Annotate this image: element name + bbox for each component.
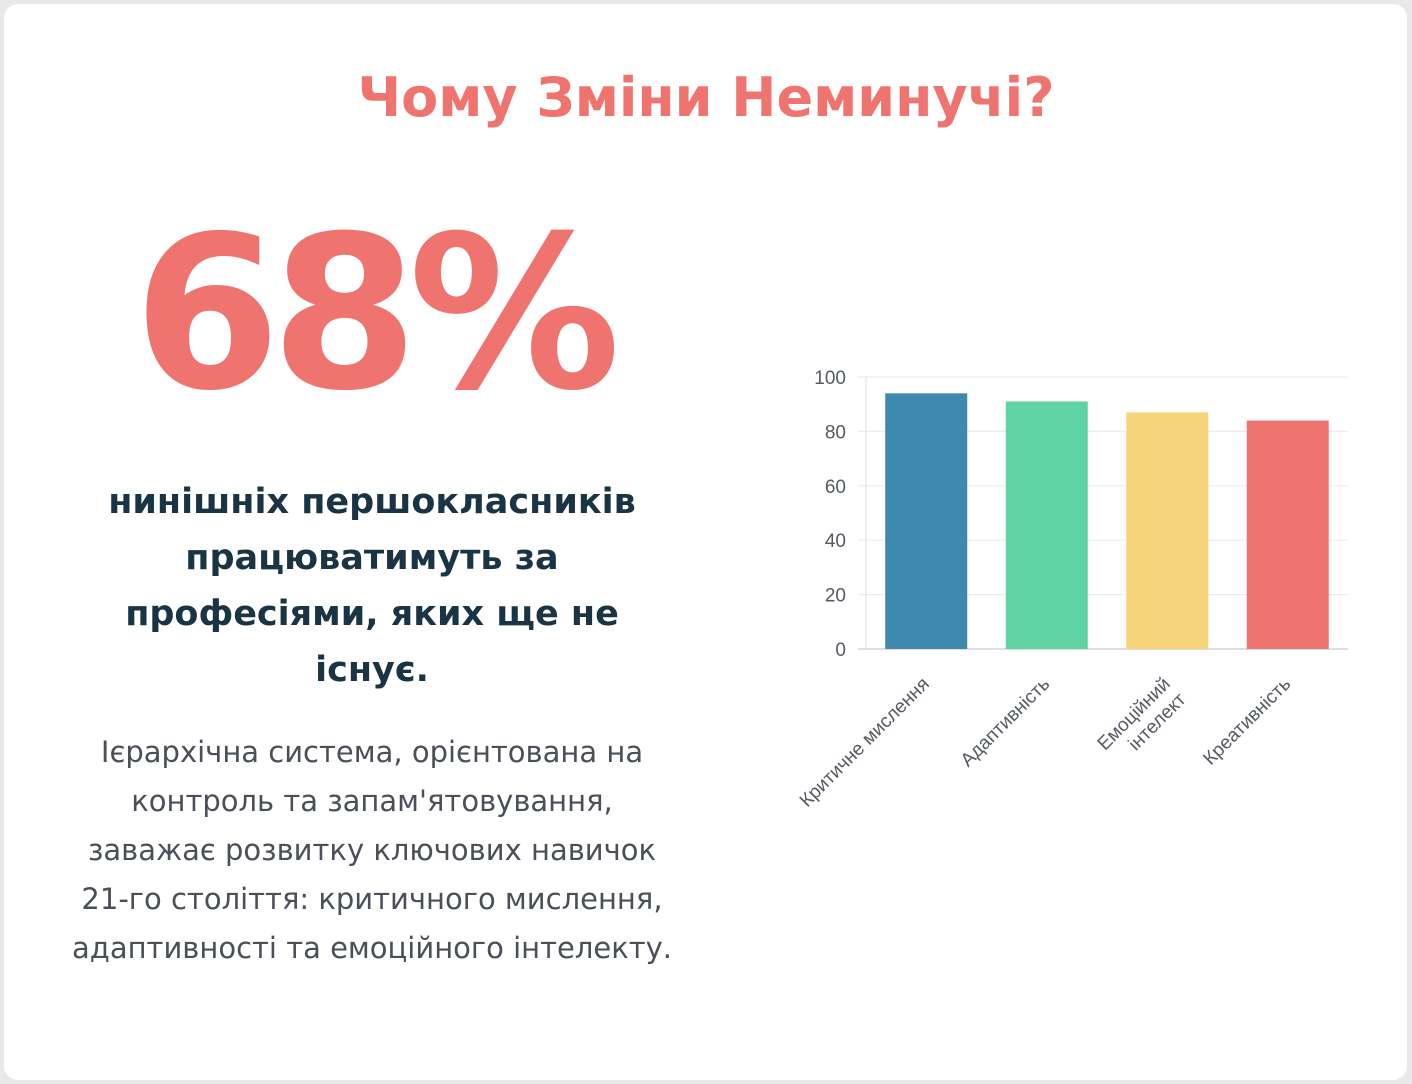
- chart-svg: 0 20 40 60 80 100 Критичне мислення Адаптивніст…: [796, 368, 1348, 812]
- x-tick-label: Адаптивність: [957, 674, 1055, 772]
- y-tick-label: 80: [825, 422, 846, 443]
- stat-value: 68%: [133, 190, 620, 437]
- skills-bar-chart: 0 20 40 60 80 100 Критичне мислення Адаптивніст…: [740, 350, 1380, 850]
- bar: [1126, 412, 1209, 649]
- slide-title: Чому Зміни Неминучі?: [357, 66, 1055, 129]
- stat-headline: нинішніх першокласників працюватимуть за…: [108, 482, 636, 690]
- y-tick-label: 0: [835, 640, 846, 661]
- x-tick-label: Креативність: [1199, 674, 1295, 770]
- y-tick-label: 20: [825, 586, 846, 607]
- y-tick-label: 60: [825, 477, 846, 498]
- x-tick-label: Емоційнийінтелект: [1094, 673, 1191, 770]
- y-tick-label: 40: [825, 531, 846, 552]
- bar: [1246, 420, 1329, 649]
- bar: [885, 393, 968, 649]
- y-tick-label: 100: [814, 368, 846, 389]
- body-paragraph: Ієрархічна система, орієнтована на контр…: [72, 735, 673, 965]
- bar: [1005, 401, 1088, 649]
- x-tick-label: Критичне мислення: [796, 674, 934, 812]
